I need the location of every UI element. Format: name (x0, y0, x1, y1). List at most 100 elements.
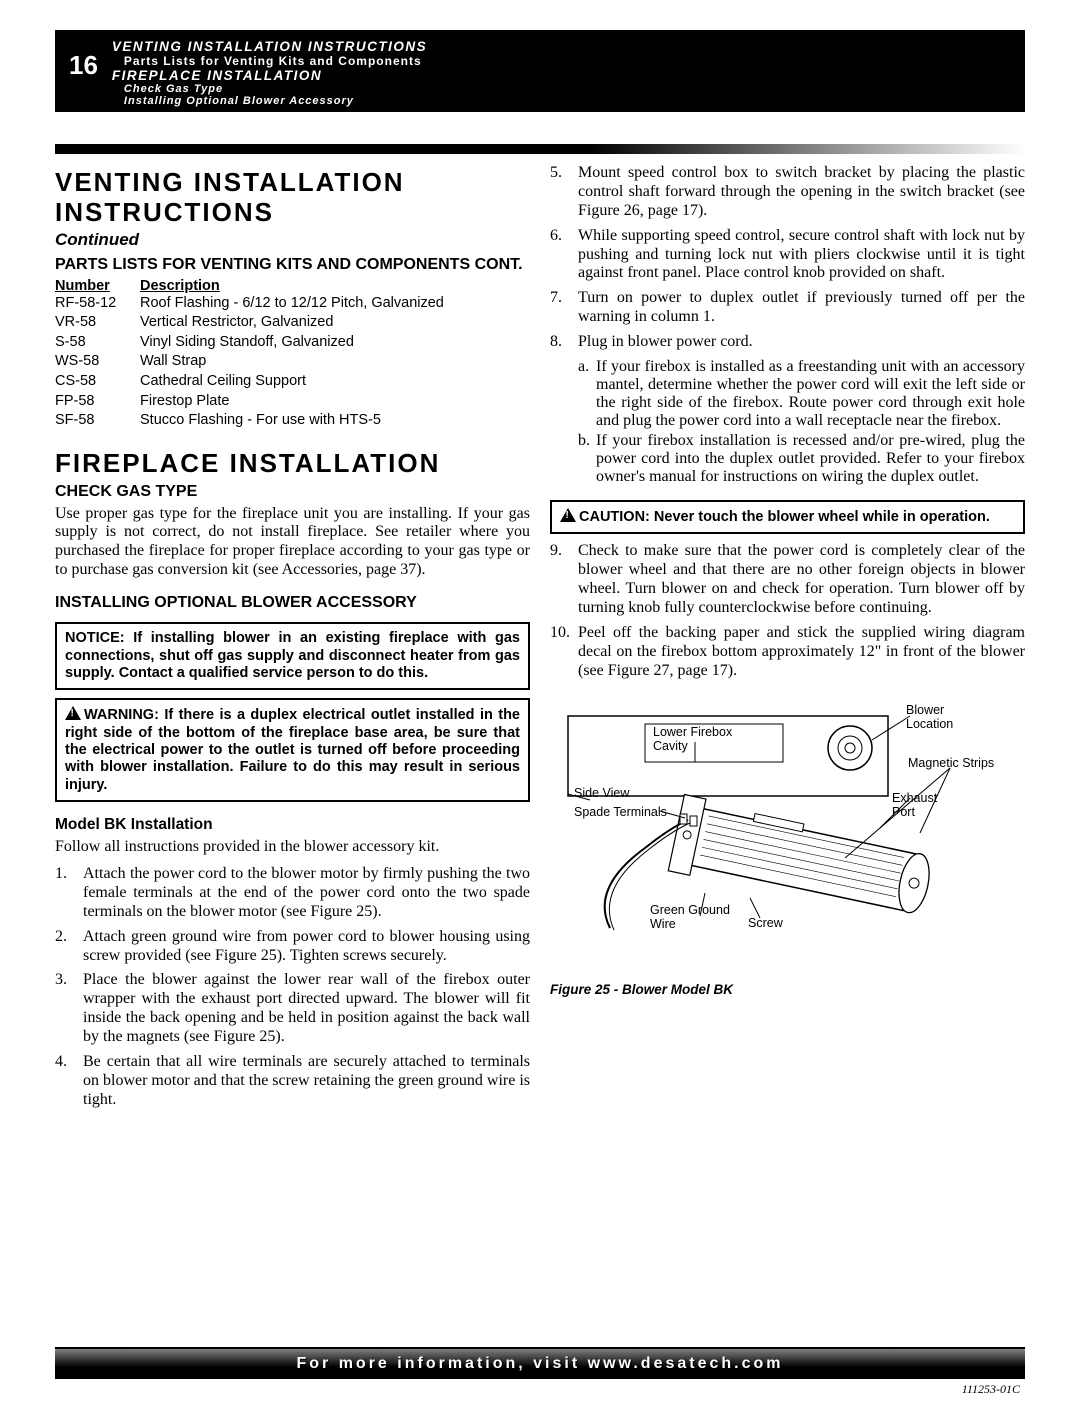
part-number: VR-58 (55, 313, 140, 333)
substep-b-text: If your firebox installation is recessed… (596, 432, 1025, 486)
parts-row: CS-58Cathedral Ceiling Support (55, 372, 530, 392)
parts-table-header: Number Description (55, 278, 530, 294)
substep-a: a. If your firebox is installed as a fre… (578, 358, 1025, 430)
step-item: 7.Turn on power to duplex outlet if prev… (550, 289, 1025, 327)
step-item: 9.Check to make sure that the power cord… (550, 542, 1025, 618)
step-item: 6.While supporting speed control, secure… (550, 227, 1025, 284)
substep-b: b. If your firebox installation is reces… (578, 432, 1025, 486)
step-item: 1.Attach the power cord to the blower mo… (55, 865, 530, 922)
continued-label: Continued (55, 230, 530, 250)
step-text: Plug in blower power cord. (578, 333, 753, 352)
header-line-4: Check Gas Type (124, 83, 427, 95)
step-number: 7. (550, 289, 578, 327)
substep-a-text: If your firebox is installed as a freest… (596, 358, 1025, 430)
substep-letter-b: b. (578, 432, 596, 486)
check-gas-text: Use proper gas type for the fireplace un… (55, 505, 530, 581)
step-item: 2.Attach green ground wire from power co… (55, 928, 530, 966)
subheading-check-gas: CHECK GAS TYPE (55, 483, 530, 501)
label-magnetic-strips: Magnetic Strips (908, 756, 994, 770)
warning-icon (560, 508, 576, 522)
step-text: Mount speed control box to switch bracke… (578, 164, 1025, 221)
header-line-5: Installing Optional Blower Accessory (124, 95, 427, 107)
header-line-3: FIREPLACE INSTALLATION (112, 68, 427, 83)
step-text: Check to make sure that the power cord i… (578, 542, 1025, 618)
content-columns: VENTING INSTALLATION INSTRUCTIONS Contin… (55, 162, 1025, 1116)
warning-text: WARNING: If there is a duplex electrical… (65, 707, 520, 793)
blower-diagram-svg (550, 698, 1020, 968)
step-item: 4.Be certain that all wire terminals are… (55, 1053, 530, 1110)
parts-row: S-58Vinyl Siding Standoff, Galvanized (55, 333, 530, 353)
follow-instructions-text: Follow all instructions provided in the … (55, 838, 530, 857)
label-green-ground: Green Ground Wire (650, 904, 740, 932)
part-desc: Roof Flashing - 6/12 to 12/12 Pitch, Gal… (140, 294, 444, 314)
part-desc: Firestop Plate (140, 392, 229, 412)
step-item: 3.Place the blower against the lower rea… (55, 971, 530, 1047)
step-number: 2. (55, 928, 83, 966)
section-heading-venting: VENTING INSTALLATION INSTRUCTIONS (55, 168, 530, 228)
step-number: 5. (550, 164, 578, 221)
subheading-model-bk: Model BK Installation (55, 816, 530, 834)
step-number: 8. (550, 333, 578, 352)
part-desc: Cathedral Ceiling Support (140, 372, 306, 392)
caution-box: CAUTION: Never touch the blower wheel wh… (550, 500, 1025, 534)
parts-row: FP-58Firestop Plate (55, 392, 530, 412)
left-column: VENTING INSTALLATION INSTRUCTIONS Contin… (55, 162, 530, 1116)
header-line-2: Parts Lists for Venting Kits and Compone… (124, 54, 427, 68)
warning-icon (65, 706, 81, 720)
col-header-number: Number (55, 278, 140, 294)
label-side-view: Side View (574, 786, 629, 800)
step-number: 10. (550, 624, 578, 681)
label-screw: Screw (748, 916, 783, 930)
step-text: Attach the power cord to the blower moto… (83, 865, 530, 922)
header-line-1: VENTING INSTALLATION INSTRUCTIONS (112, 39, 427, 54)
part-number: RF-58-12 (55, 294, 140, 314)
part-number: S-58 (55, 333, 140, 353)
page-header: 16 VENTING INSTALLATION INSTRUCTIONS Par… (55, 30, 1025, 112)
part-number: FP-58 (55, 392, 140, 412)
page-number: 16 (55, 35, 112, 96)
right-column: 5.Mount speed control box to switch brac… (550, 162, 1025, 1116)
step-number: 6. (550, 227, 578, 284)
install-steps-list-cont: 5.Mount speed control box to switch brac… (550, 164, 1025, 352)
step-number: 1. (55, 865, 83, 922)
step-text: While supporting speed control, secure c… (578, 227, 1025, 284)
step-item: 8.Plug in blower power cord. (550, 333, 1025, 352)
part-desc: Vertical Restrictor, Galvanized (140, 313, 333, 333)
parts-row: SF-58Stucco Flashing - For use with HTS-… (55, 411, 530, 431)
parts-table: Number Description RF-58-12Roof Flashing… (55, 278, 530, 431)
step-text: Be certain that all wire terminals are s… (83, 1053, 530, 1110)
document-id: 111253-01C (962, 1382, 1020, 1397)
step-number: 4. (55, 1053, 83, 1110)
header-text-block: VENTING INSTALLATION INSTRUCTIONS Parts … (112, 35, 427, 107)
section-heading-fireplace: FIREPLACE INSTALLATION (55, 449, 530, 479)
label-blower-location: Blower Location (906, 704, 976, 732)
part-number: CS-58 (55, 372, 140, 392)
parts-row: VR-58Vertical Restrictor, Galvanized (55, 313, 530, 333)
caution-text: CAUTION: Never touch the blower wheel wh… (579, 509, 990, 525)
warning-box: WARNING: If there is a duplex electrical… (55, 698, 530, 802)
footer-bar: For more information, visit www.desatech… (55, 1349, 1025, 1379)
label-lower-firebox: Lower Firebox Cavity (653, 726, 753, 754)
parts-row: WS-58Wall Strap (55, 352, 530, 372)
part-desc: Stucco Flashing - For use with HTS-5 (140, 411, 381, 431)
subheading-blower: INSTALLING OPTIONAL BLOWER ACCESSORY (55, 594, 530, 612)
parts-row: RF-58-12Roof Flashing - 6/12 to 12/12 Pi… (55, 294, 530, 314)
step-text: Attach green ground wire from power cord… (83, 928, 530, 966)
gradient-divider (55, 144, 1025, 154)
step-text: Turn on power to duplex outlet if previo… (578, 289, 1025, 327)
install-steps-list-9-10: 9.Check to make sure that the power cord… (550, 542, 1025, 680)
label-exhaust-port: Exhaust Port (892, 792, 952, 820)
figure-25-caption: Figure 25 - Blower Model BK (550, 982, 1025, 997)
part-desc: Vinyl Siding Standoff, Galvanized (140, 333, 354, 353)
subheading-parts: PARTS LISTS FOR VENTING KITS AND COMPONE… (55, 256, 530, 274)
notice-box: NOTICE: If installing blower in an exist… (55, 622, 530, 690)
step-number: 3. (55, 971, 83, 1047)
label-spade-terminals: Spade Terminals (574, 805, 667, 819)
substep-letter-a: a. (578, 358, 596, 430)
part-number: WS-58 (55, 352, 140, 372)
step-text: Place the blower against the lower rear … (83, 971, 530, 1047)
part-desc: Wall Strap (140, 352, 206, 372)
part-number: SF-58 (55, 411, 140, 431)
install-steps-list: 1.Attach the power cord to the blower mo… (55, 865, 530, 1110)
col-header-description: Description (140, 278, 220, 294)
